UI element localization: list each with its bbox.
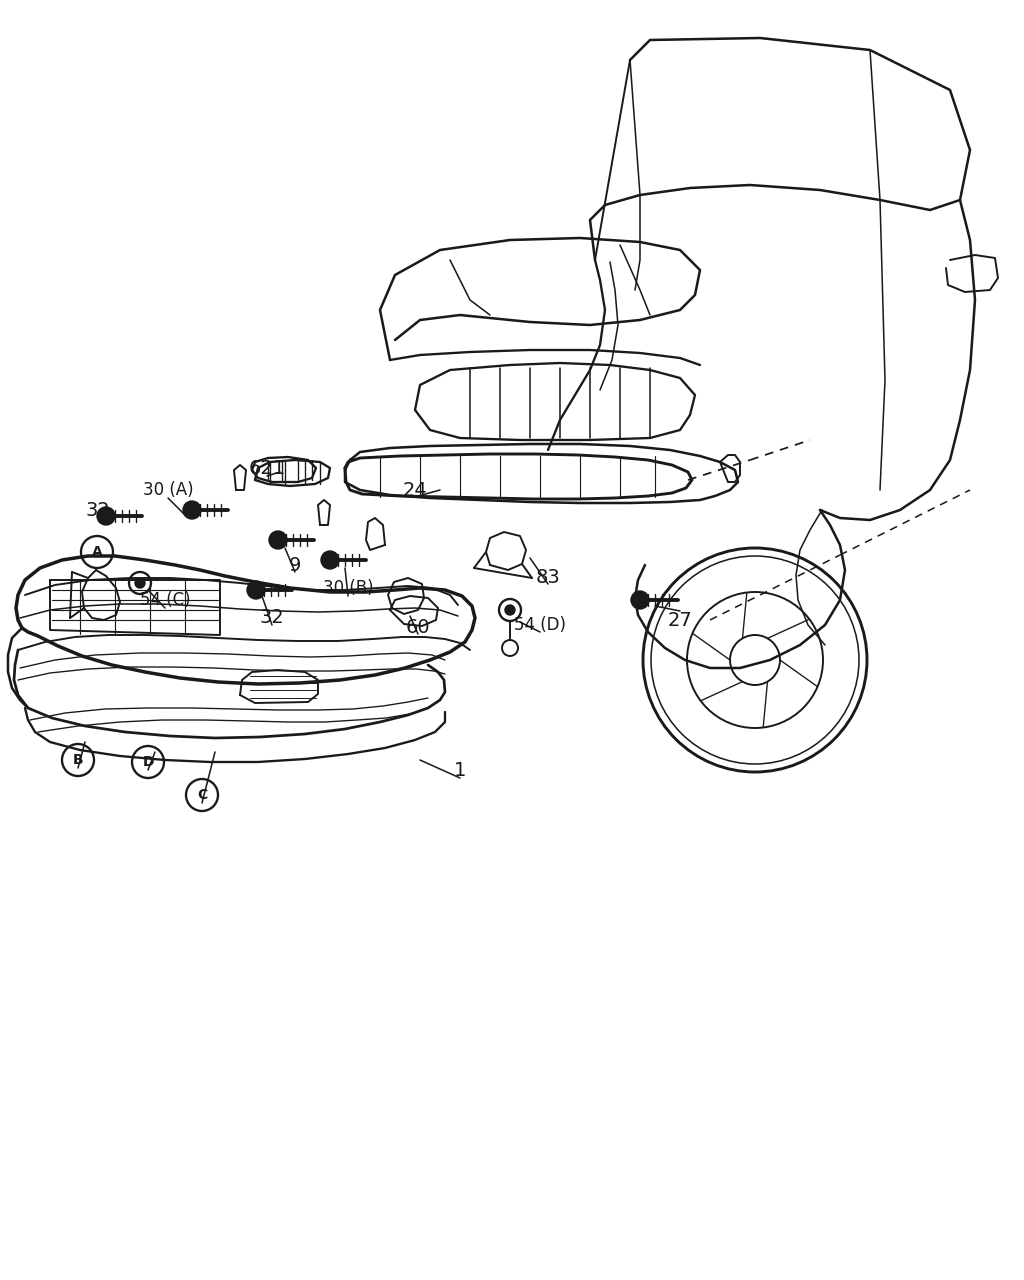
Circle shape	[321, 550, 339, 570]
Text: 83: 83	[536, 567, 560, 586]
Text: A: A	[91, 545, 102, 559]
Circle shape	[183, 500, 201, 518]
Circle shape	[505, 605, 515, 614]
Text: D: D	[142, 755, 154, 769]
Text: 30 (A): 30 (A)	[142, 481, 194, 499]
Text: 27: 27	[668, 611, 692, 630]
Text: 621: 621	[249, 458, 286, 477]
Circle shape	[247, 581, 265, 599]
Text: 60: 60	[406, 617, 430, 636]
Text: 54 (D): 54 (D)	[514, 616, 566, 634]
Text: B: B	[73, 753, 83, 767]
Circle shape	[269, 531, 287, 549]
Circle shape	[631, 591, 649, 609]
Circle shape	[135, 579, 145, 588]
Text: 1: 1	[454, 760, 466, 780]
Text: 9: 9	[289, 556, 301, 575]
Text: 32: 32	[86, 500, 111, 520]
Text: 32: 32	[260, 608, 285, 626]
Text: 24: 24	[402, 480, 427, 499]
Text: C: C	[197, 788, 207, 803]
Text: 30 (B): 30 (B)	[323, 579, 374, 596]
Text: 54 (C): 54 (C)	[139, 591, 190, 609]
Circle shape	[97, 507, 115, 525]
